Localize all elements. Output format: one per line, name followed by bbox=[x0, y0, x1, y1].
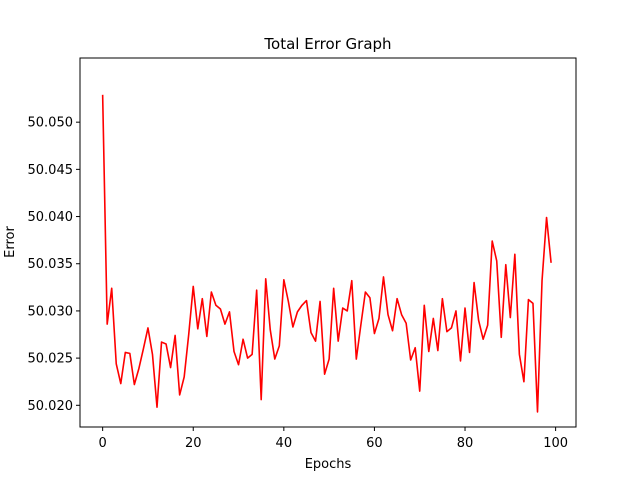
x-tick-label: 40 bbox=[276, 436, 293, 451]
x-tick-label: 80 bbox=[457, 436, 474, 451]
x-tick-label: 60 bbox=[366, 436, 383, 451]
y-tick-label: 50.025 bbox=[28, 352, 74, 367]
chart-title: Total Error Graph bbox=[263, 35, 391, 53]
series-line bbox=[101, 94, 552, 413]
y-tick-label: 50.040 bbox=[28, 210, 74, 225]
y-tick-label: 50.030 bbox=[28, 304, 74, 319]
plot-area bbox=[101, 94, 552, 413]
x-tick-label: 20 bbox=[185, 436, 202, 451]
y-axis: 50.020 50.025 50.030 50.035 50.040 50.045 50.0… bbox=[28, 116, 80, 414]
x-axis: 0 20 40 60 80 100 bbox=[99, 427, 568, 451]
y-tick-label: 50.045 bbox=[28, 163, 74, 178]
y-tick-label: 50.020 bbox=[28, 399, 74, 414]
y-axis-label: Error bbox=[3, 226, 18, 258]
y-tick-label: 50.050 bbox=[28, 116, 74, 131]
x-tick-label: 0 bbox=[99, 436, 107, 451]
y-tick-label: 50.035 bbox=[28, 257, 74, 272]
axes-frame bbox=[79, 57, 577, 428]
x-tick-label: 100 bbox=[543, 436, 568, 451]
x-axis-label: Epochs bbox=[305, 457, 352, 472]
